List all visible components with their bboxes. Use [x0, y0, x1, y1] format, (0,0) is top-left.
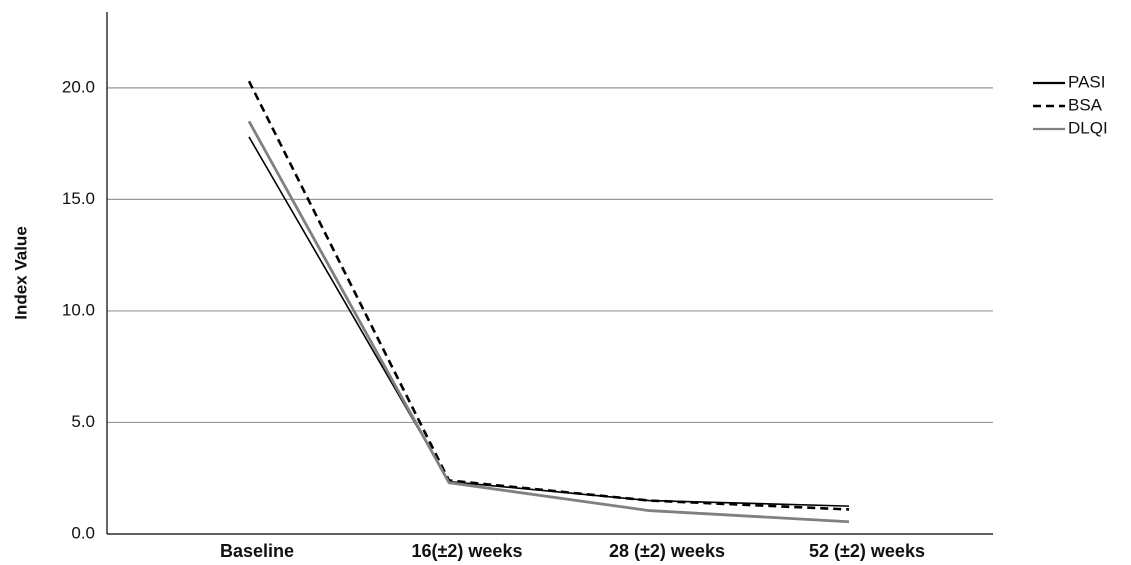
series-line [247, 120, 850, 524]
x-tick-label: 52 (±2) weeks [809, 541, 925, 561]
x-tick-label: Baseline [220, 541, 294, 561]
series-line [247, 80, 850, 511]
y-tick-label: 5.0 [71, 412, 95, 431]
y-tick-label: 20.0 [62, 77, 95, 96]
y-tick-label: 10.0 [62, 300, 95, 319]
legend-label: PASI [1068, 72, 1105, 91]
series-line [248, 136, 850, 507]
y-tick-label: 0.0 [71, 523, 95, 542]
y-tick-label: 15.0 [62, 189, 95, 208]
y-axis-label: Index Value [11, 226, 30, 320]
x-tick-label: 16(±2) weeks [412, 541, 523, 561]
legend-label: DLQI [1068, 118, 1108, 137]
legend-label: BSA [1068, 95, 1103, 114]
x-tick-label: 28 (±2) weeks [609, 541, 725, 561]
